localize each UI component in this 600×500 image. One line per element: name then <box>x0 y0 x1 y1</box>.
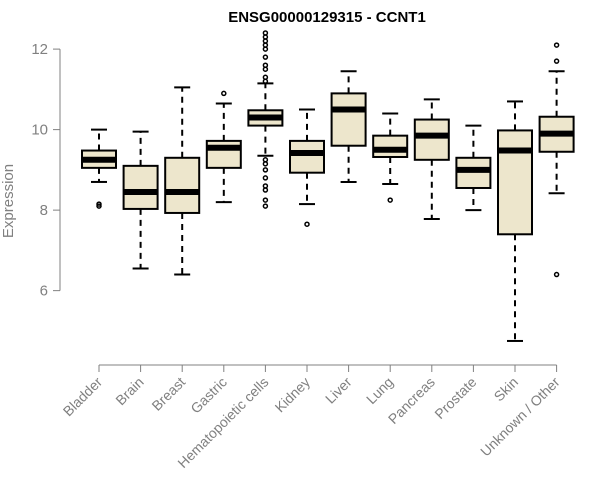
outlier-point <box>262 167 269 173</box>
outlier-point <box>221 90 227 97</box>
outlier-point <box>262 30 269 36</box>
box-breast <box>164 86 201 276</box>
outlier-point <box>553 271 560 278</box>
y-axis-title: Expression <box>0 164 17 238</box>
iqr-box <box>497 129 533 236</box>
outlier-point <box>262 74 269 81</box>
box-hematopoietic-cells <box>247 30 284 209</box>
outlier-point <box>262 54 269 60</box>
outlier-point <box>262 203 269 209</box>
outlier-point <box>262 175 269 181</box>
y-tick-label: 6 <box>40 283 48 300</box>
box-pancreas <box>413 98 450 220</box>
iqr-box <box>289 139 325 174</box>
box-lung <box>372 112 409 203</box>
iqr-box <box>330 92 367 147</box>
y-tick-label: 8 <box>40 202 48 219</box>
iqr-box <box>455 156 492 189</box>
boxes-group <box>81 30 575 342</box>
outlier-point <box>262 161 269 167</box>
outlier-point <box>387 197 393 203</box>
x-tick-label: Kidney <box>272 374 314 416</box>
x-tick-label: Skin <box>491 374 522 405</box>
box-kidney <box>289 108 325 227</box>
outlier-point <box>262 62 269 68</box>
x-tick-label: Unknown / Other <box>477 374 563 460</box>
x-tick-label: Brain <box>112 374 146 408</box>
outlier-point <box>96 203 102 209</box>
x-tick-label: Bladder <box>60 374 106 420</box>
box-prostate <box>455 124 492 212</box>
iqr-box <box>372 134 409 158</box>
box-bladder <box>81 128 117 209</box>
iqr-box <box>413 118 450 161</box>
box-liver <box>330 70 367 183</box>
chart-title: ENSG00000129315 - CCNT1 <box>228 9 426 26</box>
outlier-point <box>553 58 560 64</box>
iqr-box <box>122 164 159 210</box>
box-gastric <box>205 90 242 204</box>
iqr-box <box>164 156 201 214</box>
outlier-point <box>262 197 269 203</box>
x-tick-label: Lung <box>363 374 396 407</box>
y-tick-label: 12 <box>31 41 48 58</box>
outlier-point <box>96 201 102 207</box>
box-brain <box>122 130 159 270</box>
box-unknown-other <box>538 42 575 278</box>
x-tick-label: Breast <box>148 374 188 414</box>
x-tick-label: Liver <box>322 374 355 407</box>
y-axis: 6 8 10 12 <box>31 41 61 300</box>
x-tick-label: Prostate <box>431 374 479 422</box>
box-skin <box>497 100 533 342</box>
outlier-point <box>553 42 560 48</box>
outlier-point <box>304 221 310 227</box>
y-tick-label: 10 <box>31 122 48 139</box>
outlier-point <box>262 187 269 193</box>
